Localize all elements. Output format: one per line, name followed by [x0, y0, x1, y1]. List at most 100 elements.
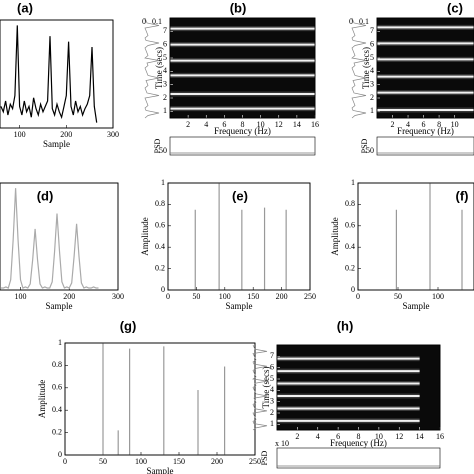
y-tick-label: 4 [370, 66, 374, 75]
x-tick-label: 16 [311, 120, 319, 129]
x-axis-label: Frequency (Hz) [214, 126, 271, 136]
y-axis-label: Amplitude [330, 217, 340, 256]
x-tick-label: 300 [112, 292, 124, 301]
x-tick-label: 12 [395, 432, 403, 441]
psd-tick-label: 50 [159, 146, 167, 155]
x-tick-label: 16 [436, 432, 444, 441]
x-tick-label: 14 [293, 120, 301, 129]
y-tick-label: 0.8 [345, 199, 355, 208]
x-tick-label: 50 [394, 292, 402, 301]
y-tick-label: 1 [163, 106, 167, 115]
y-tick-label: 7 [270, 351, 274, 360]
y-tick-label: 2 [270, 408, 274, 417]
psd-frame [276, 447, 441, 469]
y-tick-label: 0 [351, 285, 355, 294]
x-tick-label: 100 [135, 457, 147, 466]
x-tick-label: 10 [257, 120, 265, 129]
x-axis-label: Sample [403, 301, 430, 311]
y-tick-label: 0.4 [52, 405, 62, 414]
x-tick-label: 2 [295, 432, 299, 441]
y-tick-label: 7 [370, 26, 374, 35]
x-tick-label: 8 [357, 432, 361, 441]
x-tick-label: 100 [432, 292, 444, 301]
panel-label: (c) [447, 0, 463, 15]
psd-tick-label: 50 [366, 146, 374, 155]
plot-frame [357, 182, 474, 291]
y-tick-label: 6 [163, 39, 167, 48]
y-tick-label: 0.2 [155, 263, 165, 272]
y-tick-label: 0.6 [155, 221, 165, 230]
x-tick-label: 0 [356, 292, 360, 301]
x-tick-label: 6 [336, 432, 340, 441]
side-tick-label: 0 [349, 17, 353, 26]
x-tick-label: 200 [63, 292, 75, 301]
x-tick-label: 200 [211, 457, 223, 466]
psd-label: PSD [153, 138, 162, 153]
x-tick-label: 2 [391, 120, 395, 129]
y-tick-label: 1 [161, 178, 165, 187]
x-tick-label: 12 [275, 120, 283, 129]
y-tick-label: 3 [370, 79, 374, 88]
x-tick-label: 10 [451, 120, 459, 129]
y-axis-label: Time (secs) [361, 47, 371, 89]
y-tick-label: 6 [370, 39, 374, 48]
side-tick-label: 0 [142, 17, 146, 26]
x-axis-label: Frequency (Hz) [397, 126, 454, 136]
x-tick-label: 100 [14, 292, 26, 301]
y-tick-label: 2 [163, 93, 167, 102]
x-tick-label: 50 [99, 457, 107, 466]
y-tick-label: 0.4 [155, 242, 165, 251]
x-tick-label: 8 [437, 120, 441, 129]
plot-frame [376, 17, 474, 119]
x-tick-label: 6 [422, 120, 426, 129]
y-tick-label: 0.2 [345, 263, 355, 272]
panel-label: (a) [17, 0, 33, 15]
y-tick-label: 4 [270, 385, 274, 394]
x-axis-label: Sample [147, 466, 174, 474]
psd-label: PSD [260, 450, 269, 465]
y-tick-label: 1 [270, 419, 274, 428]
y-tick-label: 0.2 [52, 427, 62, 436]
x-tick-label: 100 [219, 292, 231, 301]
x-tick-label: 100 [14, 130, 26, 139]
y-tick-label: 6 [270, 362, 274, 371]
side-tick-label: 0.1 [359, 17, 369, 26]
x-tick-label: 200 [276, 292, 288, 301]
x-tick-label: 0 [63, 457, 67, 466]
x-tick-label: 150 [173, 457, 185, 466]
signal-line [1, 188, 99, 289]
y-tick-label: 1 [351, 178, 355, 187]
y-tick-label: 4 [163, 66, 167, 75]
y-tick-label: 0.6 [52, 383, 62, 392]
x-tick-label: 4 [316, 432, 320, 441]
panel-label: (h) [337, 318, 354, 333]
y-tick-label: 0.6 [345, 221, 355, 230]
x-tick-label: 200 [60, 130, 72, 139]
psd-label: PSD [360, 138, 369, 153]
x-tick-label: 4 [204, 120, 208, 129]
x-tick-label: 0 [166, 292, 170, 301]
plot-frame [64, 342, 256, 456]
x-tick-label: 6 [222, 120, 226, 129]
signal-line [0, 25, 98, 123]
psd-scale-label: x 10 [275, 439, 289, 448]
y-tick-label: 0.4 [345, 242, 355, 251]
y-tick-label: 0 [58, 450, 62, 459]
panel-label: (b) [230, 0, 247, 15]
x-tick-label: 150 [247, 292, 259, 301]
x-axis-label: Sample [46, 301, 73, 311]
y-tick-label: 1 [58, 338, 62, 347]
x-tick-label: 10 [375, 432, 383, 441]
plot-frame [0, 19, 114, 129]
y-tick-label: 0.8 [52, 360, 62, 369]
x-axis-label: Sample [226, 301, 253, 311]
psd-frame [169, 136, 316, 156]
plot-frame [0, 182, 119, 291]
y-tick-label: 0 [161, 285, 165, 294]
x-tick-label: 8 [241, 120, 245, 129]
y-tick-label: 5 [270, 374, 274, 383]
x-tick-label: 4 [406, 120, 410, 129]
plot-frame [167, 182, 311, 291]
y-axis-label: Time (secs) [261, 367, 271, 409]
